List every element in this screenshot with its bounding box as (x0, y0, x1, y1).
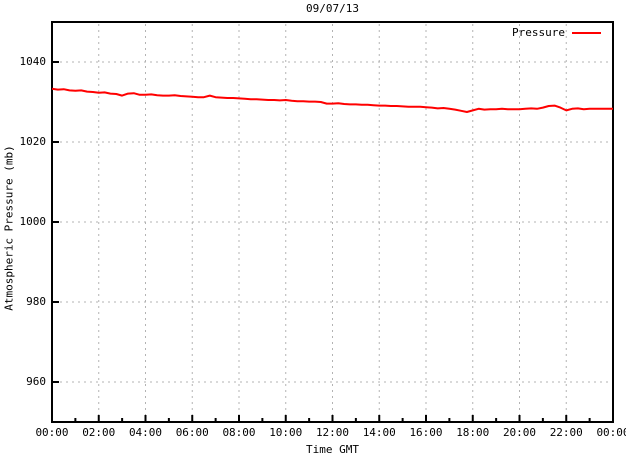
x-tick-label: 06:00 (175, 426, 209, 439)
x-tick-label: 16:00 (409, 426, 443, 439)
y-axis-title: Atmospheric Pressure (mb) (2, 145, 16, 311)
x-tick-label: 04:00 (128, 426, 163, 439)
x-axis-title: Time GMT (306, 443, 359, 456)
y-tick-label: 960 (26, 375, 46, 388)
x-tick-label: 10:00 (269, 426, 303, 439)
x-tick-label: 22:00 (549, 426, 583, 439)
x-tick-label: 12:00 (315, 426, 350, 439)
y-tick-label: 980 (26, 295, 46, 308)
x-tick-label: 14:00 (362, 426, 396, 439)
x-tick-label: 20:00 (502, 426, 537, 439)
chart-title: 09/07/13 (306, 2, 359, 15)
y-tick-label: 1040 (19, 55, 47, 68)
y-tick-label: 1020 (19, 135, 47, 148)
x-tick-label: 08:00 (222, 426, 256, 439)
plot-border (51, 21, 614, 423)
x-tick-label: 02:00 (82, 426, 116, 439)
pressure-line (51, 87, 613, 113)
x-tick-label: 00:00 (596, 426, 626, 439)
legend-label-pressure: Pressure (512, 26, 565, 39)
legend: Pressure (512, 27, 601, 39)
y-tick-label: 1000 (19, 215, 47, 228)
x-tick-label: 18:00 (456, 426, 490, 439)
legend-line-swatch (572, 32, 601, 34)
x-tick-label: 00:00 (35, 426, 69, 439)
